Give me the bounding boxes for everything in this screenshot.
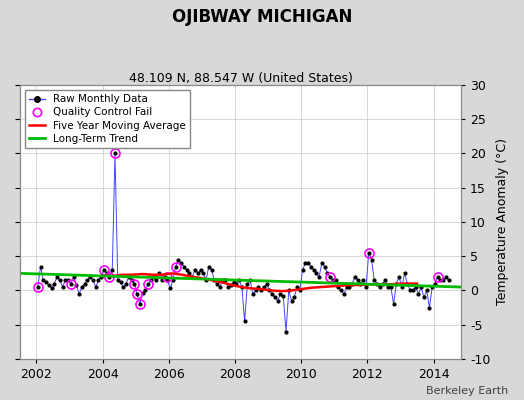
Text: Berkeley Earth: Berkeley Earth xyxy=(426,386,508,396)
Title: 48.109 N, 88.547 W (United States): 48.109 N, 88.547 W (United States) xyxy=(128,72,352,85)
Legend: Raw Monthly Data, Quality Control Fail, Five Year Moving Average, Long-Term Tren: Raw Monthly Data, Quality Control Fail, … xyxy=(25,90,190,148)
Y-axis label: Temperature Anomaly (°C): Temperature Anomaly (°C) xyxy=(496,138,509,306)
Text: OJIBWAY MICHIGAN: OJIBWAY MICHIGAN xyxy=(172,8,352,26)
